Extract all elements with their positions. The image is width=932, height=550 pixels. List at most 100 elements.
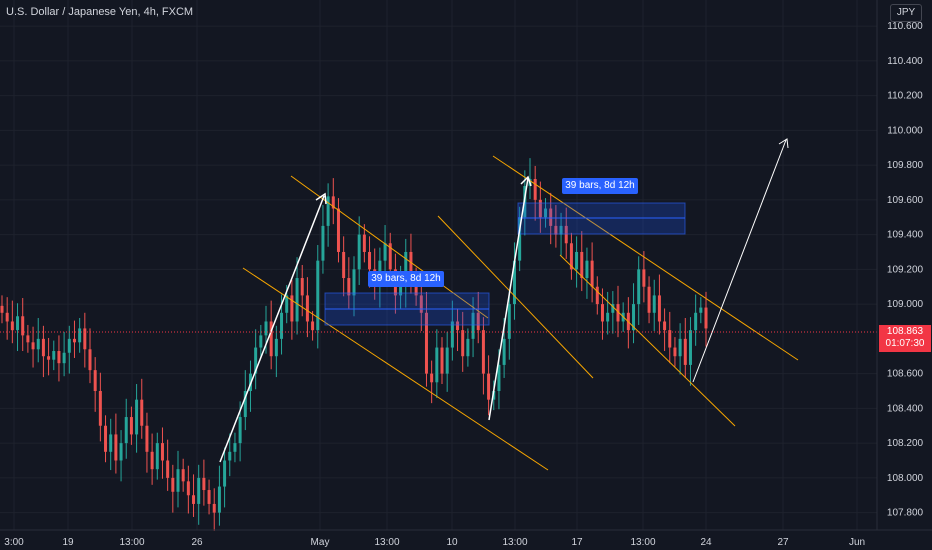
price-tick-label: 109.200: [887, 264, 924, 275]
channel-line: [492, 155, 799, 361]
candle: [269, 300, 273, 370]
arrow-head: [315, 192, 327, 205]
price-tick-label: 109.800: [887, 160, 924, 171]
candle: [450, 300, 454, 361]
candle: [104, 415, 108, 463]
channel-line: [437, 215, 594, 379]
channel-line: [290, 175, 489, 319]
candle: [109, 418, 113, 471]
candle: [316, 245, 320, 349]
candle: [347, 257, 351, 309]
time-tick-label: 13:00: [374, 537, 399, 548]
candle: [611, 291, 615, 334]
candle: [135, 384, 139, 453]
candle: [492, 380, 496, 411]
candle: [233, 432, 237, 463]
candle: [217, 465, 221, 526]
candle: [67, 325, 71, 374]
candle: [657, 274, 661, 335]
candle: [331, 178, 335, 225]
candle: [419, 279, 423, 332]
candle: [72, 320, 76, 358]
current-price-tag: 108.863 01:07:30: [879, 325, 931, 352]
candle: [456, 308, 460, 352]
candle: [476, 291, 480, 344]
trend-arrow: [488, 177, 529, 421]
candle: [430, 360, 434, 404]
candle: [533, 165, 537, 221]
time-tick-label: 26: [191, 537, 203, 548]
candle: [93, 357, 97, 412]
arrow-head: [520, 175, 532, 187]
candle: [694, 294, 698, 346]
candle: [424, 291, 428, 387]
candle: [554, 205, 558, 248]
candle: [274, 325, 278, 378]
candle: [197, 464, 201, 525]
time-tick-label: 19: [62, 537, 74, 548]
candle: [466, 328, 470, 367]
candle: [254, 329, 258, 390]
price-tick-label: 107.800: [887, 508, 924, 519]
candle: [41, 325, 45, 378]
time-tick-label: May: [311, 537, 330, 548]
candle: [228, 433, 232, 477]
candle: [668, 311, 672, 364]
candle: [305, 277, 309, 338]
candle: [647, 276, 651, 324]
candle: [223, 447, 227, 508]
candle: [114, 413, 118, 474]
candle: [192, 474, 196, 517]
candle: [357, 216, 361, 285]
candle: [699, 297, 703, 324]
candle: [0, 295, 4, 324]
candle: [300, 265, 304, 317]
candle: [62, 331, 66, 377]
trend-arrow: [219, 195, 325, 463]
price-scale[interactable]: 110.600 110.400 110.200 110.000 109.800 109.6…: [887, 21, 924, 519]
time-tick-label: 10: [446, 537, 458, 548]
candle: [590, 242, 594, 303]
candle: [259, 324, 263, 358]
candle: [678, 323, 682, 375]
candle: [52, 340, 56, 371]
candle: [569, 232, 573, 280]
time-scale[interactable]: 3:00 19 13:00 26 May 13:00 10 13:00 17 13:00 24 27 J…: [4, 537, 865, 548]
candle: [383, 225, 387, 277]
candle: [445, 331, 449, 392]
candle: [507, 291, 511, 360]
candle: [31, 326, 35, 368]
candle: [321, 205, 325, 274]
candle: [145, 412, 149, 473]
candle: [336, 198, 340, 263]
time-tick-label: 13:00: [630, 537, 655, 548]
candle: [688, 317, 692, 386]
price-tick-label: 110.600: [887, 21, 923, 32]
channel-line: [559, 254, 736, 427]
candle: [202, 459, 206, 506]
candle: [652, 279, 656, 332]
candle: [16, 303, 20, 352]
candle: [435, 329, 439, 398]
price-tick-label: 110.200: [887, 91, 923, 102]
candle: [57, 335, 61, 382]
candle: [295, 257, 299, 335]
price-tick-label: 108.000: [887, 473, 924, 484]
time-tick-label: Jun: [849, 537, 865, 548]
candle: [585, 247, 589, 299]
currency-badge[interactable]: JPY: [890, 4, 922, 22]
candle: [326, 183, 330, 247]
candle: [290, 279, 294, 340]
candle: [683, 318, 687, 378]
candle: [10, 300, 14, 344]
price-tick-label: 108.400: [887, 403, 924, 414]
candle: [663, 308, 667, 352]
candle: [166, 439, 170, 491]
candle: [632, 283, 636, 344]
candle: [487, 355, 491, 416]
price-tick-label: 108.600: [887, 369, 924, 380]
candle: [88, 328, 92, 384]
candle: [124, 398, 128, 459]
time-tick-label: 3:00: [4, 537, 24, 548]
